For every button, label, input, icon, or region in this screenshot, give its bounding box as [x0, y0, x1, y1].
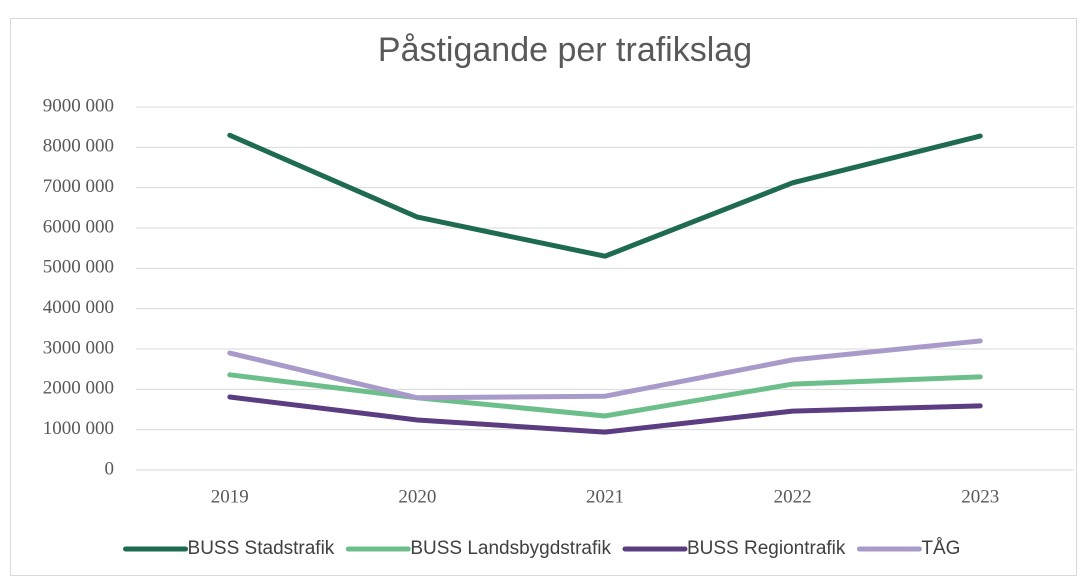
y-tick-label: 4000 000: [43, 297, 114, 318]
y-tick-label: 6000 000: [43, 216, 114, 237]
x-tick-label: 2022: [774, 486, 812, 507]
x-tick-label: 2019: [211, 486, 249, 507]
series-line: [227, 338, 983, 401]
y-tick-label: 2000 000: [43, 378, 114, 399]
y-tick-label: 5000 000: [43, 257, 114, 278]
series-line: [227, 132, 983, 259]
y-tick-label: 8000 000: [43, 136, 114, 157]
chart-title: Påstigande per trafikslag: [378, 31, 752, 69]
x-tick-label: 2021: [586, 486, 624, 507]
legend-label: BUSS Stadstrafik: [188, 538, 335, 559]
legend-label: TÅG: [921, 538, 960, 559]
y-tick-label: 0: [105, 458, 115, 479]
x-tick-label: 2023: [961, 486, 999, 507]
x-tick-label: 2020: [398, 486, 436, 507]
series-line: [227, 372, 983, 419]
y-tick-label: 9000 000: [43, 95, 114, 116]
chart-border: [10, 18, 1077, 576]
series-line: [227, 394, 983, 435]
y-tick-label: 1000 000: [43, 418, 114, 439]
legend-label: BUSS Regiontrafik: [687, 538, 846, 559]
legend-label: BUSS Landsbygdstrafik: [410, 538, 611, 559]
y-tick-label: 3000 000: [43, 337, 114, 358]
y-tick-label: 7000 000: [43, 176, 114, 197]
